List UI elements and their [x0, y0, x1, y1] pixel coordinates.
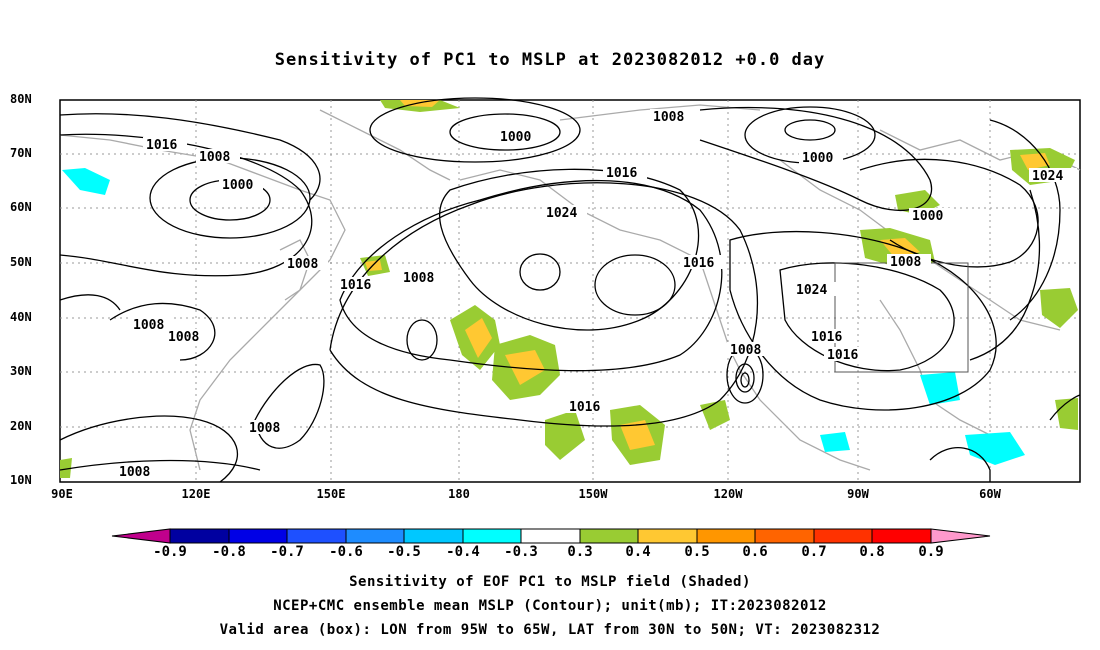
lat-label: 70N — [10, 146, 32, 160]
colorbar-tick: 0.5 — [684, 544, 710, 560]
colorbar-tick: -0.8 — [212, 544, 246, 560]
mslp-contours — [59, 97, 1081, 483]
colorbar-tick: -0.3 — [504, 544, 538, 560]
caption-valid-area: Valid area (box): LON from 95W to 65W, L… — [219, 622, 881, 638]
contour-label: 1000 — [912, 209, 943, 224]
lon-label: 150W — [578, 487, 608, 501]
lat-label: 10N — [10, 473, 32, 487]
contour-label: 1000 — [500, 130, 531, 145]
contour-label: 1008 — [653, 110, 684, 125]
lat-label: 50N — [10, 255, 32, 269]
colorbar-tick: 0.8 — [859, 544, 885, 560]
lon-label: 90E — [51, 487, 73, 501]
lat-label: 30N — [10, 364, 32, 378]
colorbar-cell — [169, 528, 230, 544]
contour-label: 1024 — [1032, 169, 1063, 184]
contour-label: 1008 — [199, 150, 230, 165]
colorbar-tick: 0.4 — [625, 544, 651, 560]
contour-labels: 1000 1008 1000 1000 1000 1008 1016 1008 … — [116, 109, 1077, 480]
contour-label: 1016 — [606, 166, 637, 181]
contour-label: 1008 — [890, 255, 921, 270]
colorbar-tick: -0.9 — [153, 544, 187, 560]
colorbar-cell — [462, 528, 522, 544]
colorbar-cell — [813, 528, 873, 544]
lon-label: 150E — [316, 487, 346, 501]
lon-label: 120E — [181, 487, 211, 501]
contour-label: 1008 — [133, 318, 164, 333]
contour-label: 1008 — [403, 271, 434, 286]
contour-label: 1008 — [730, 343, 761, 358]
colorbar-cell — [930, 528, 991, 544]
caption-contour: NCEP+CMC ensemble mean MSLP (Contour); u… — [273, 598, 827, 614]
contour-label: 1000 — [802, 151, 833, 166]
contour-label: 1016 — [146, 138, 177, 153]
colorbar-cell — [871, 528, 932, 544]
contour-label: 1016 — [340, 278, 371, 293]
sensitivity-shading — [60, 100, 1078, 478]
contour-label: 1008 — [119, 465, 150, 480]
map-title: Sensitivity of PC1 to MSLP at 2023082012… — [274, 50, 826, 70]
colorbar-cell — [111, 528, 171, 544]
lat-label: 40N — [10, 310, 32, 324]
contour-label: 1016 — [827, 348, 858, 363]
colorbar-tick: 0.7 — [801, 544, 827, 560]
colorbar-cell — [637, 528, 698, 544]
contour-label: 1016 — [569, 400, 600, 415]
contour-label: 1000 — [222, 178, 253, 193]
contour-label: 1024 — [546, 206, 577, 221]
contour-label: 1024 — [796, 283, 827, 298]
lat-label: 60N — [10, 200, 32, 214]
lat-label: 80N — [10, 92, 32, 106]
colorbar-cell — [403, 528, 464, 544]
colorbar-cell — [754, 528, 815, 544]
colorbar-tick: -0.5 — [387, 544, 421, 560]
colorbar-tick: 0.3 — [567, 544, 593, 560]
colorbar-cell — [520, 528, 581, 544]
caption-shading: Sensitivity of EOF PC1 to MSLP field (Sh… — [349, 574, 751, 590]
colorbar-cell — [696, 528, 756, 544]
contour-label: 1016 — [683, 256, 714, 271]
colorbar-tick: 0.9 — [918, 544, 944, 560]
colorbar — [111, 528, 991, 544]
colorbar-tick: -0.4 — [446, 544, 480, 560]
colorbar-cell — [286, 528, 347, 544]
colorbar-tick: -0.6 — [329, 544, 363, 560]
contour-label: 1008 — [249, 421, 280, 436]
contour-label: 1008 — [287, 257, 318, 272]
colorbar-tick: -0.7 — [270, 544, 304, 560]
lon-label: 90W — [847, 487, 869, 501]
lat-label: 20N — [10, 419, 32, 433]
lon-label: 60W — [979, 487, 1001, 501]
lon-label: 180 — [448, 487, 470, 501]
lon-label: 120W — [713, 487, 743, 501]
contour-label: 1008 — [168, 330, 199, 345]
colorbar-cell — [228, 528, 288, 544]
colorbar-cell — [579, 528, 639, 544]
contour-label: 1016 — [811, 330, 842, 345]
colorbar-cell — [345, 528, 405, 544]
colorbar-tick: 0.6 — [742, 544, 768, 560]
